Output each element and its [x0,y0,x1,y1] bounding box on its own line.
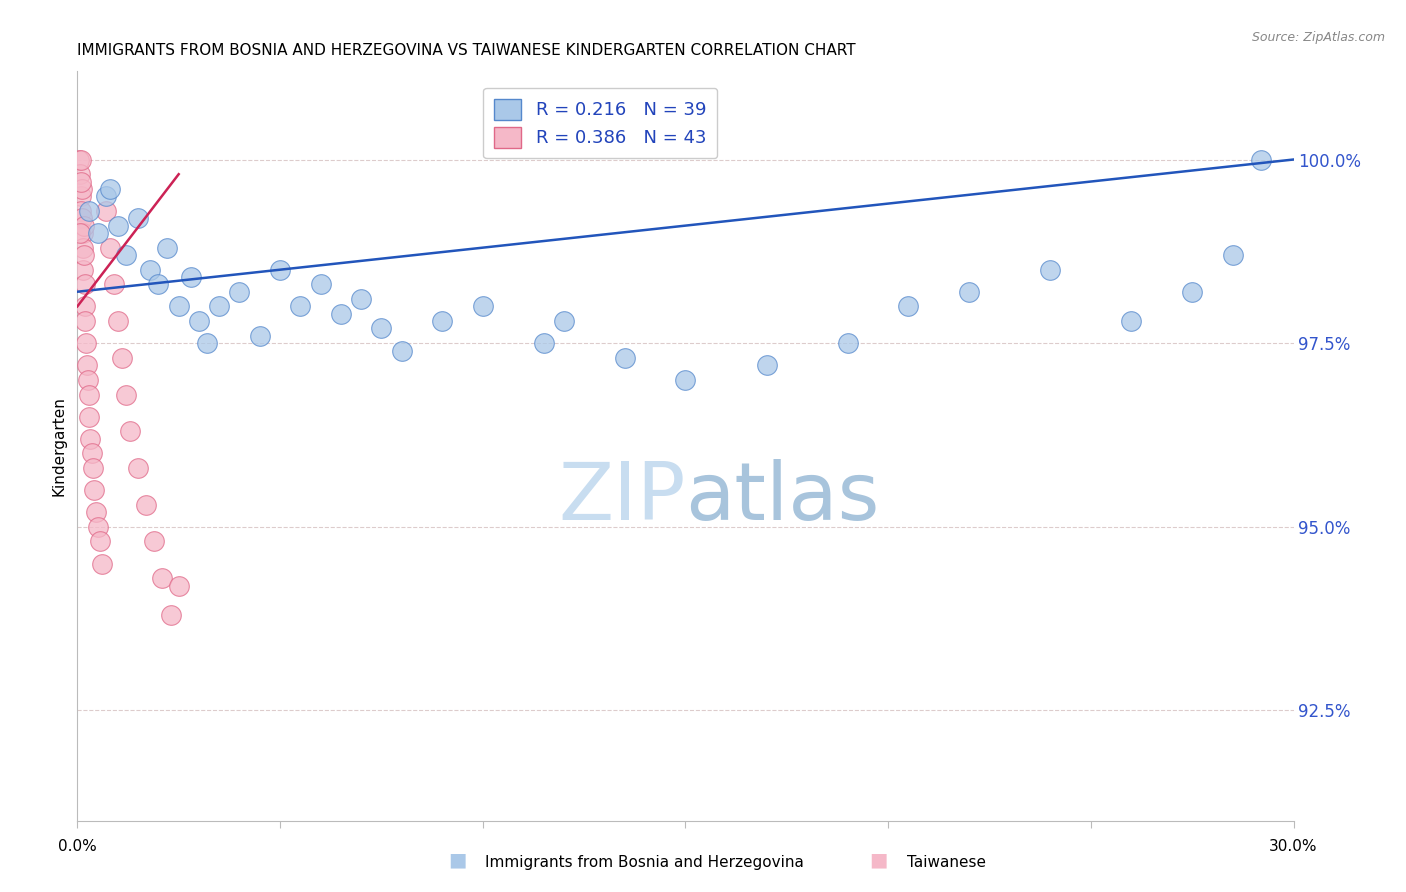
Text: ■: ■ [869,851,889,870]
Point [73,300,96,314]
Text: ZIP: ZIP [558,459,686,538]
Point [139,262,162,277]
Point [72,226,94,240]
Point [94,189,117,203]
Point [897,300,920,314]
Point [70,153,93,167]
Point [391,343,413,358]
Point [84,505,107,519]
Point [72,262,94,277]
Text: IMMIGRANTS FROM BOSNIA AND HERZEGOVINA VS TAIWANESE KINDERGARTEN CORRELATION CHA: IMMIGRANTS FROM BOSNIA AND HERZEGOVINA V… [77,43,856,58]
Point [167,578,190,592]
Point [249,328,271,343]
Point [228,285,250,299]
Point [103,277,125,292]
Point [89,534,111,549]
Point [79,409,101,424]
Point [329,307,352,321]
Point [350,292,373,306]
Point [79,203,101,218]
Text: Taiwanese: Taiwanese [907,855,986,870]
Point [90,557,112,571]
Text: atlas: atlas [686,459,880,538]
Point [86,520,108,534]
Point [430,314,453,328]
Text: 30.0%: 30.0% [1270,839,1317,854]
Point [73,248,96,262]
Point [269,262,291,277]
Point [533,336,555,351]
Point [69,189,91,203]
Point [188,314,211,328]
Point [290,300,312,314]
Point [1039,262,1062,277]
Point [159,607,181,622]
Point [107,314,129,328]
Point [94,203,117,218]
Point [77,387,100,401]
Text: Source: ZipAtlas.com: Source: ZipAtlas.com [1251,31,1385,45]
Point [675,373,697,387]
Point [98,241,121,255]
Point [67,153,90,167]
Point [553,314,575,328]
Point [111,351,134,365]
Point [83,483,105,497]
Point [1222,248,1244,262]
Point [118,425,141,439]
Point [127,461,149,475]
Point [370,321,392,335]
Point [309,277,332,292]
Point [73,277,96,292]
Point [76,358,98,372]
Point [1181,285,1204,299]
Point [107,219,129,233]
Point [957,285,980,299]
Y-axis label: Kindergarten: Kindergarten [51,396,66,496]
Point [155,241,177,255]
Text: Immigrants from Bosnia and Herzegovina: Immigrants from Bosnia and Herzegovina [485,855,804,870]
Point [98,182,121,196]
Point [115,248,138,262]
Point [76,373,98,387]
Legend: R = 0.216   N = 39, R = 0.386   N = 43: R = 0.216 N = 39, R = 0.386 N = 43 [484,88,717,159]
Point [135,498,157,512]
Point [72,241,94,255]
Point [755,358,778,372]
Point [1250,153,1272,167]
Point [70,211,93,226]
Point [115,387,138,401]
Point [837,336,859,351]
Point [69,226,91,240]
Point [73,219,96,233]
Point [70,182,93,196]
Point [613,351,636,365]
Point [471,300,494,314]
Point [86,226,108,240]
Point [152,571,174,585]
Point [82,461,104,475]
Point [79,432,101,446]
Point [1121,314,1143,328]
Point [195,336,218,351]
Point [75,336,97,351]
Point [148,277,170,292]
Point [167,300,190,314]
Point [80,446,103,460]
Text: 0.0%: 0.0% [58,839,97,854]
Point [69,167,91,181]
Point [143,534,166,549]
Point [127,211,149,226]
Point [180,270,202,285]
Point [208,300,231,314]
Point [75,314,97,328]
Point [70,203,93,218]
Point [69,175,91,189]
Text: ■: ■ [447,851,467,870]
